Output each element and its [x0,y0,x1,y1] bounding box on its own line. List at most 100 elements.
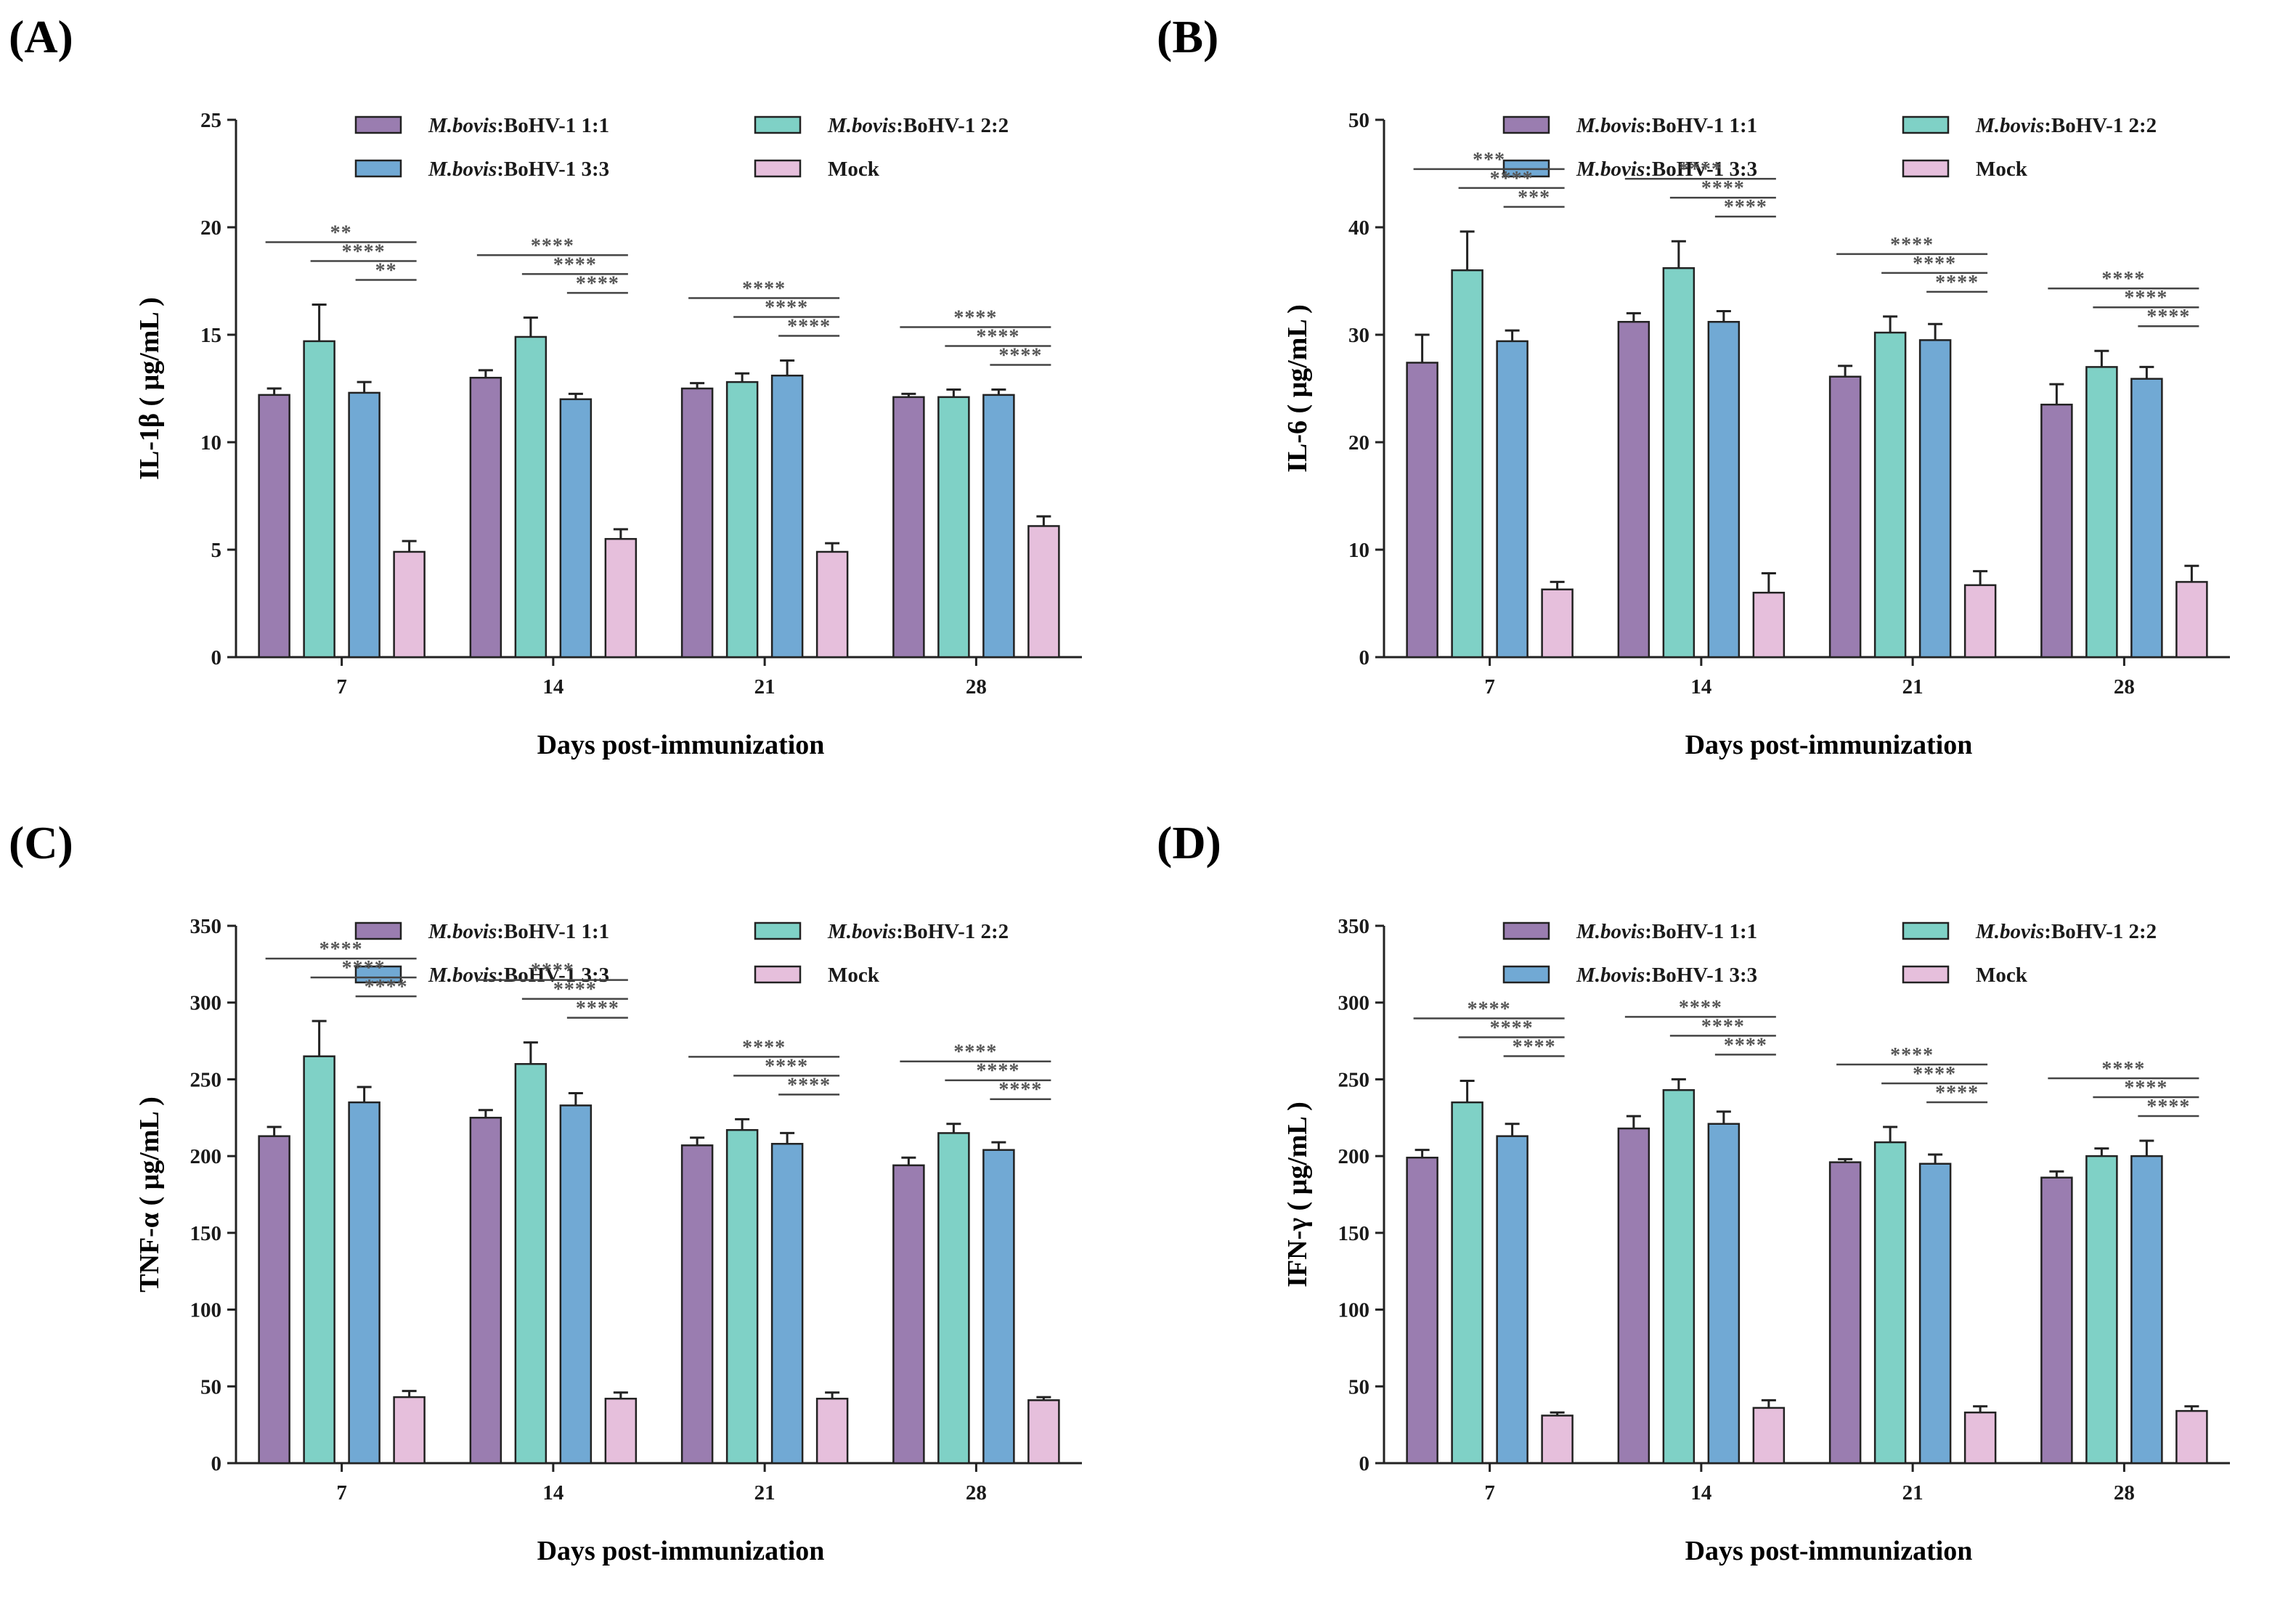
significance-label: **** [1935,272,1979,294]
bar [1662,266,1695,659]
x-axis-title: Days post-immunization [1685,1536,1973,1566]
x-tick-label: 7 [336,1481,347,1505]
legend-label: M.bovis:BoHV-1 1:1 [428,920,609,943]
x-tick-label: 28 [966,675,987,699]
bar [1707,1123,1741,1465]
legend-label: M.bovis:BoHV-1 3:3 [428,158,609,181]
significance-label: **** [1490,168,1534,190]
x-tick-label: 14 [542,1481,563,1505]
significance-label: **** [1890,234,1934,256]
legend-swatch [1902,115,1950,134]
significance-label: **** [1513,1036,1556,1059]
bar [1918,1163,1952,1465]
panel-c: (C) 0 50 100 150 200 250 300 350 7 14 21 28 Days post… [0,806,1148,1612]
bar [2040,403,2073,659]
bar [1406,1157,1438,1465]
significance-label: **** [576,998,619,1020]
bar [348,1101,380,1465]
legend-label: M.bovis:BoHV-1 3:3 [1576,964,1757,987]
significance-label: **** [365,976,408,998]
x-tick-label: 28 [2114,1481,2135,1505]
significance-label: *** [1518,187,1550,209]
y-tick-label: 0 [1359,1452,1370,1475]
significance-label: **** [953,1041,997,1064]
bar [1451,1101,1483,1465]
significance-label: **** [531,960,574,982]
bar [2040,1176,2073,1465]
y-tick-label: 30 [1348,324,1369,347]
panel-d: (D) 0 50 100 150 200 250 300 350 7 14 21 28 Days post… [1148,806,2296,1612]
bar [393,1396,426,1465]
chart-il1b: (A) 0 5 10 15 20 25 7 14 21 28 Days post-immunizati… [9,11,1082,760]
y-tick-label: 150 [190,1222,222,1245]
bar [559,1104,593,1465]
legend-swatch [1902,965,1950,984]
significance-label: **** [1935,1082,1979,1104]
y-tick-label: 10 [200,431,221,455]
bar [1541,588,1574,659]
bar [1752,1407,1786,1465]
significance-label: **** [976,325,1019,348]
significance-label: **** [1724,1034,1767,1057]
y-tick-label: 10 [1348,539,1369,562]
y-tick-label: 100 [190,1299,222,1322]
y-tick-label: 250 [1338,1068,1370,1091]
y-tick-label: 250 [190,1068,222,1091]
x-tick-label: 14 [542,675,563,699]
significance-label: **** [531,235,574,257]
y-tick-label: 300 [1338,992,1370,1015]
significance-label: **** [1724,196,1767,219]
y-tick-label: 5 [211,539,222,562]
legend-label: M.bovis:BoHV-1 3:3 [1576,158,1757,181]
significance-label: ** [330,222,352,245]
panel-label: (D) [1157,817,1221,868]
bar [982,394,1015,659]
y-axis-title: TNF-α ( μg/mL ) [134,1096,165,1293]
legend-swatch [1902,921,1950,940]
bar [514,1063,547,1465]
significance-label: ** [375,260,397,282]
bar [2130,378,2163,659]
bar [770,374,804,659]
bar [892,396,925,659]
bar [469,1117,502,1465]
legend-label: M.bovis:BoHV-1 1:1 [1576,920,1757,943]
bar [1027,525,1060,659]
bar [2175,581,2208,659]
bar [514,335,547,659]
y-tick-label: 25 [200,109,221,132]
significance-label: **** [742,1036,786,1059]
panel-a: (A) 0 5 10 15 20 25 7 14 21 28 Days post-immunizati… [0,0,1148,806]
bar [937,1132,970,1465]
significance-label: **** [2146,306,2190,328]
legend-swatch [354,965,402,984]
y-tick-label: 0 [211,1452,222,1475]
chart-il6: (B) 0 10 20 30 40 50 7 14 21 28 Days post-immunizat… [1157,11,2230,760]
bar [258,394,290,659]
y-tick-label: 50 [1348,109,1369,132]
significance-label: **** [998,344,1042,367]
legend-swatch [1502,115,1550,134]
bar [348,391,380,659]
legend-swatch [354,159,402,178]
significance-label: **** [2124,287,2167,309]
significance-label: **** [765,297,808,319]
x-axis-title: Days post-immunization [1685,730,1973,760]
y-tick-label: 150 [1338,1222,1370,1245]
bar [892,1164,925,1465]
bar [770,1142,804,1465]
x-tick-label: 28 [2114,675,2135,699]
legend-swatch [754,159,802,178]
legend-label: M.bovis:BoHV-1 2:2 [827,114,1009,137]
y-axis-title: IL-1β ( μg/mL ) [134,297,165,480]
bar [1873,331,1907,659]
y-tick-label: 0 [1359,646,1370,669]
significance-label: **** [976,1060,1019,1083]
significance-label: **** [553,253,597,276]
legend-swatch [754,115,802,134]
y-tick-label: 50 [200,1375,221,1399]
legend-label: M.bovis:BoHV-1 3:3 [428,964,609,987]
significance-label: **** [1890,1044,1934,1067]
bar [2085,366,2118,659]
legend-swatch [754,965,802,984]
